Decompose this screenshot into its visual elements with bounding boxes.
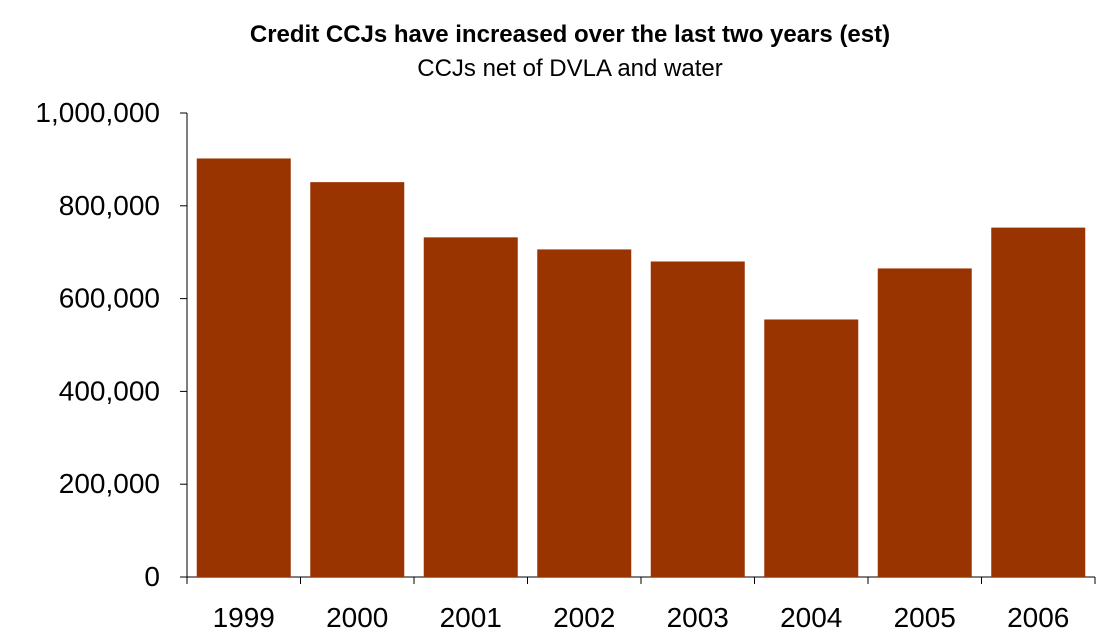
bar-2005 — [877, 268, 972, 577]
x-tick-label: 2004 — [780, 602, 842, 633]
y-tick-label: 800,000 — [59, 190, 160, 221]
x-tick-label: 2006 — [1007, 602, 1069, 633]
y-tick-label: 400,000 — [59, 375, 160, 406]
chart-title: Credit CCJs have increased over the last… — [250, 21, 890, 48]
x-tick-label: 1999 — [213, 602, 275, 633]
y-tick-label: 1,000,000 — [35, 97, 160, 128]
bar-2006 — [991, 227, 1086, 577]
bar-2001 — [423, 237, 518, 578]
bar-2002 — [537, 249, 632, 577]
plot-area: 0 200,000 400,000 600,000 800,000 1,000,000 19… — [35, 97, 1096, 633]
y-tick-label: 0 — [144, 561, 160, 592]
bar-1999 — [196, 158, 291, 578]
chart-subtitle: CCJs net of DVLA and water — [417, 55, 722, 82]
x-tick-label: 2001 — [440, 602, 502, 633]
x-tick-label: 2000 — [326, 602, 388, 633]
x-tick-label: 2002 — [553, 602, 615, 633]
x-tick-label: 2003 — [667, 602, 729, 633]
y-tick-label: 600,000 — [59, 283, 160, 314]
x-tick-label: 2005 — [894, 602, 956, 633]
bar-2003 — [650, 261, 745, 577]
bar-2004 — [764, 319, 859, 577]
y-tick-label: 200,000 — [59, 468, 160, 499]
bar-2000 — [310, 182, 405, 578]
